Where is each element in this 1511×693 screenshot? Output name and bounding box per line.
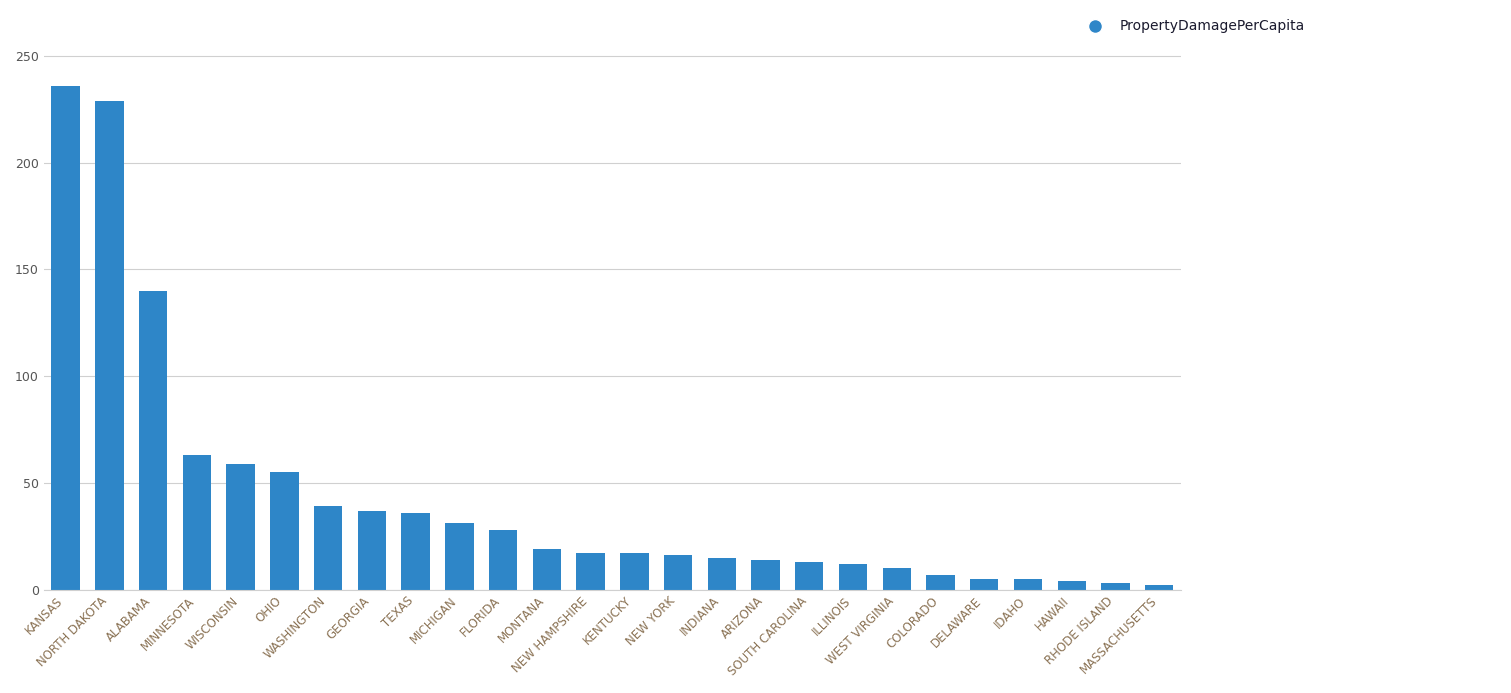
Bar [270, 472, 299, 590]
Bar [95, 101, 124, 590]
Bar [707, 558, 736, 590]
Bar [51, 86, 80, 590]
Bar [1058, 581, 1086, 590]
Bar [139, 291, 168, 590]
Bar [663, 556, 692, 590]
Bar [620, 553, 648, 590]
Bar [795, 562, 823, 590]
Bar [576, 553, 604, 590]
Bar [446, 523, 473, 590]
Bar [970, 579, 999, 590]
Bar [402, 513, 429, 590]
Bar [1014, 579, 1043, 590]
Bar [314, 507, 343, 590]
Bar [532, 549, 561, 590]
Bar [1145, 586, 1174, 590]
Bar [839, 564, 867, 590]
Bar [882, 568, 911, 590]
Bar [751, 560, 780, 590]
Bar [926, 574, 955, 590]
Legend: PropertyDamagePerCapita: PropertyDamagePerCapita [1076, 14, 1310, 39]
Bar [1102, 584, 1130, 590]
Bar [183, 455, 212, 590]
Bar [358, 511, 385, 590]
Bar [227, 464, 255, 590]
Bar [490, 530, 517, 590]
